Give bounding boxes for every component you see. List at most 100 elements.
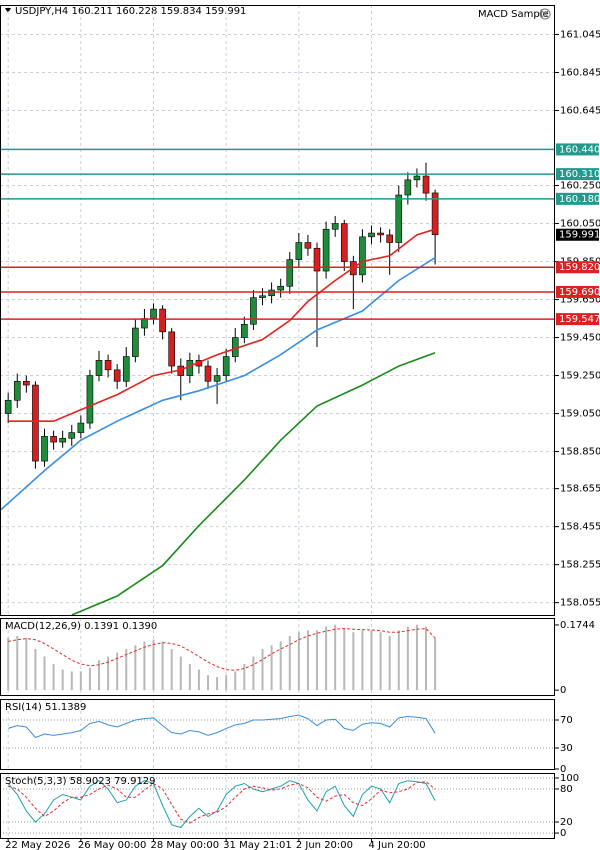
candle-body <box>23 380 30 386</box>
macd-bar <box>425 626 428 691</box>
indicator-title: MACD(12,26,9) 0.1391 0.1390 <box>5 621 157 632</box>
macd-bar <box>325 626 328 691</box>
panel-border <box>0 699 555 770</box>
candle-body <box>377 232 384 236</box>
price-level-label: 159.690 <box>559 287 600 298</box>
indicator-line <box>8 714 436 739</box>
chart-title: USDJPY,H4 160.211 160.228 159.834 159.99… <box>15 6 246 17</box>
candle-body <box>286 259 294 287</box>
price-level-tag <box>556 168 599 181</box>
macd-bar <box>288 635 291 691</box>
y-tick-label: 158.850 <box>560 447 600 458</box>
candle-body <box>213 375 221 382</box>
macd-bar <box>88 667 91 691</box>
moving-average <box>8 228 436 423</box>
macd-bar <box>116 652 119 691</box>
candle-body <box>277 285 284 291</box>
panel-border <box>0 773 555 839</box>
candle-body <box>204 365 212 382</box>
candle-body <box>95 360 103 376</box>
macd-bar <box>397 630 400 691</box>
macd-bar <box>352 632 355 691</box>
macd-bar <box>379 632 382 691</box>
x-tick-label: 2 Jun 20:00 <box>296 840 353 850</box>
macd-bar <box>261 649 264 691</box>
macd-bar <box>170 649 173 691</box>
y-tick-label: 159.650 <box>560 295 600 306</box>
indicator-title: RSI(14) 51.1389 <box>5 702 86 713</box>
price-level-tag <box>556 313 599 326</box>
candle-body <box>340 223 348 262</box>
macd-bar <box>125 649 128 691</box>
macd-bar <box>70 671 73 691</box>
macd-bar <box>107 656 110 691</box>
candle-body <box>313 247 321 272</box>
macd-bar <box>197 669 200 691</box>
macd-bar <box>279 641 282 691</box>
candle-body <box>422 175 430 194</box>
candle-body <box>68 432 76 439</box>
y-tick-label: 0 <box>560 828 566 839</box>
y-tick-label: 0 <box>560 685 566 696</box>
macd-bar <box>98 660 101 691</box>
y-tick-label: 158.655 <box>560 484 600 495</box>
candle-body <box>331 223 339 230</box>
moving-average <box>71 352 436 615</box>
candle-body <box>41 436 48 462</box>
candle-body <box>59 437 66 443</box>
macd-bar <box>61 669 64 691</box>
candle-body <box>268 289 275 297</box>
macd-bar <box>188 663 191 691</box>
macd-bar <box>143 641 146 691</box>
x-tick-label: 28 May 00:00 <box>151 840 220 850</box>
expert-icon-cross <box>541 10 549 18</box>
macd-bar <box>179 656 182 691</box>
menu-arrow[interactable] <box>5 8 11 13</box>
y-tick-label: 158.255 <box>560 560 600 571</box>
y-tick-label: 0 <box>560 764 566 775</box>
candle-body <box>104 360 112 371</box>
y-tick-label: 158.455 <box>560 522 600 533</box>
price-level-label: 160.440 <box>559 144 600 155</box>
candle-body <box>150 308 157 319</box>
expert-icon[interactable] <box>539 8 551 20</box>
candle-body <box>322 228 330 272</box>
macd-bar <box>207 675 210 691</box>
panel <box>0 5 555 615</box>
panel-border <box>0 618 555 696</box>
macd-bar <box>343 628 346 691</box>
expert-name: MACD Sample <box>478 9 549 20</box>
candle-body <box>295 242 303 260</box>
y-tick-label: 159.450 <box>560 333 600 344</box>
macd-bar <box>270 645 273 691</box>
candle-body <box>141 318 148 329</box>
x-tick-label: 26 May 00:00 <box>78 840 147 850</box>
x-tick-label: 4 Jun 20:00 <box>369 840 426 850</box>
price-level-label: 160.180 <box>559 194 600 205</box>
candle-body <box>159 308 166 333</box>
price-level-label: 159.820 <box>559 262 600 273</box>
macd-bar <box>370 630 373 691</box>
macd-bar <box>306 630 309 691</box>
panel <box>0 699 555 769</box>
moving-average <box>0 257 436 512</box>
candle-body <box>50 436 57 443</box>
y-tick-label: 160.845 <box>560 67 600 78</box>
price-level-label: 159.547 <box>559 314 600 325</box>
macd-bar <box>25 637 28 691</box>
macd-bar <box>16 635 19 691</box>
macd-bar <box>334 624 337 691</box>
price-level-tag <box>556 143 599 156</box>
candle-body <box>86 375 94 424</box>
y-tick-label: 158.055 <box>560 598 600 609</box>
candle-body <box>77 422 85 433</box>
macd-bar <box>434 638 437 691</box>
indicator-line <box>7 780 436 829</box>
y-tick-label: 159.050 <box>560 409 600 420</box>
y-tick-label: 0.1744 <box>560 620 595 631</box>
panel <box>7 618 437 695</box>
macd-bar <box>406 626 409 691</box>
macd-bar <box>52 663 55 691</box>
macd-bar <box>161 641 164 691</box>
